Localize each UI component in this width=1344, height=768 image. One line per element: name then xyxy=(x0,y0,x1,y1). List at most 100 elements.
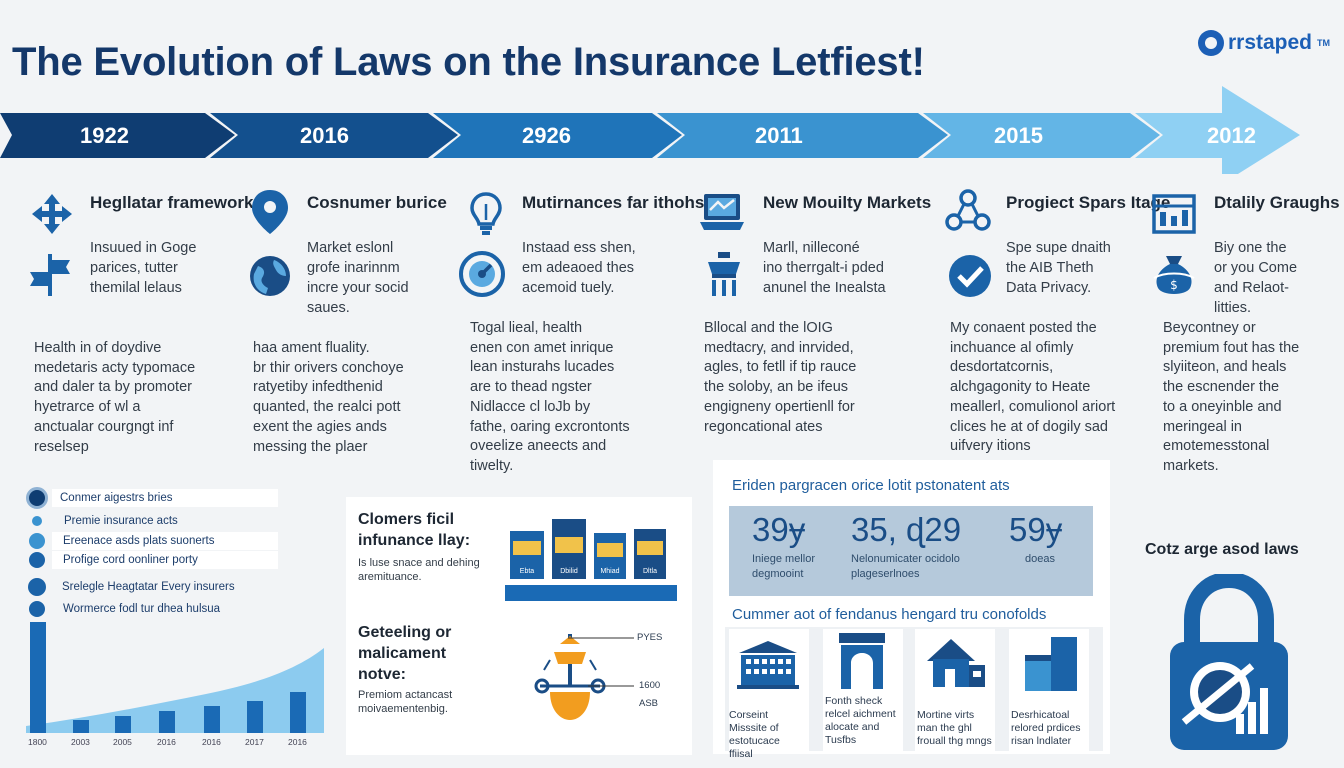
stats-card-3-label: Mortine virts man the ghl frouall thg mn… xyxy=(917,709,992,747)
column-2-text: Market eslonl grofe inarinnm incre your … xyxy=(307,240,409,316)
timeline-year-4: 2011 xyxy=(755,123,803,148)
stat-2-value: 35, ɖ29 xyxy=(851,511,962,548)
legend-item-2[interactable]: Premie insurance acts xyxy=(32,515,178,527)
card-1-art xyxy=(513,541,541,555)
scale-leader-lines xyxy=(568,637,634,687)
bar-x-label-6: 2017 xyxy=(245,737,264,747)
stats-card-3[interactable]: Mortine virts man the ghl frouall thg mn… xyxy=(915,629,995,751)
legend-dot-2 xyxy=(32,516,42,526)
timeline-segment-3 xyxy=(433,113,682,158)
legend-dot-1 xyxy=(26,487,48,509)
bar-5 xyxy=(204,706,220,733)
timeline-year-6: 2012 xyxy=(1207,123,1256,148)
stat-3-value: 59ɏ xyxy=(1009,511,1063,548)
move-arrows-icon xyxy=(32,194,72,234)
insurance-card-4[interactable]: Dltla xyxy=(634,529,666,579)
stats-card-2[interactable]: Fonth sheck relcel aichment alocate and … xyxy=(823,629,903,751)
legend-item-5[interactable]: Srelegle Heagtatar Every insurers xyxy=(28,578,235,596)
house-icon xyxy=(927,639,985,687)
timeline-year-2: 2016 xyxy=(300,123,349,148)
legend-item-6[interactable]: Wormerce fodl tur dhea hulsua xyxy=(29,601,220,617)
stats-card-4-label: Desrhicatoal relored prdices risan lndla… xyxy=(1011,709,1081,747)
map-pin-icon xyxy=(252,190,288,234)
column-2-paragraph: haa ament fluality. br thir orivers conc… xyxy=(253,340,404,455)
globe-icon xyxy=(250,256,290,296)
card-3-label: Mhiad xyxy=(600,568,620,575)
panel-block-1-text: Is luse snace and dehing aremituance. xyxy=(358,557,480,583)
stats-title: Eriden pargracen orice lotit pstonatent … xyxy=(732,477,1010,494)
legend-label-1: Conmer aigestrs bries xyxy=(60,492,173,504)
panel-block-2-text: Premiom actancast moivaementenbig. xyxy=(358,689,453,715)
stats-card-4[interactable]: Desrhicatoal relored prdices risan lndla… xyxy=(1009,629,1089,751)
padlock-icon xyxy=(1170,574,1288,750)
column-5-paragraph: My conaent posted the inchuance al ofiml… xyxy=(950,320,1116,455)
column-5-heading: Progiect Spars Itage xyxy=(1006,193,1171,212)
bar-chart-x-axis: 1800 2003 2005 2016 2016 2017 2016 xyxy=(26,737,326,751)
brand-name: rrstaped xyxy=(1227,31,1312,54)
bar-1 xyxy=(30,622,46,733)
column-3-text: Instaad ess shen, em adeaoed thes acemoi… xyxy=(522,240,636,296)
timeline-segment-1 xyxy=(0,113,235,158)
column-3-heading: Mutirnances far ithohs xyxy=(522,193,705,212)
column-4-text: Marll, nilleconé ino therrgalt-i pded an… xyxy=(763,240,886,296)
timeline-year-3: 2926 xyxy=(522,123,571,148)
legend-item-3[interactable]: Ereenace asds plats suonerts xyxy=(29,533,215,549)
insurance-card-1[interactable]: Ebta xyxy=(510,531,544,579)
timeline-year-5: 2015 xyxy=(994,123,1043,148)
network-icon xyxy=(945,189,991,231)
bar-chart xyxy=(26,622,326,733)
timeline-segment-5 xyxy=(923,113,1160,158)
svg-text:$: $ xyxy=(1170,278,1178,292)
legend-item-1[interactable]: Conmer aigestrs bries xyxy=(26,487,172,509)
card-4-art xyxy=(637,541,663,555)
stats-card-1-label: Corseint Misssite of estotucace ffiisal xyxy=(729,709,780,760)
timeline-year-1: 1922 xyxy=(80,123,129,148)
panel-block-2-title: Geteeling or malicament notve: xyxy=(358,624,452,683)
bar-3 xyxy=(115,716,131,733)
brand-logo[interactable]: rrstaped TM xyxy=(1197,30,1330,56)
legend-dot-4 xyxy=(29,552,45,568)
bar-x-label-5: 2016 xyxy=(202,737,221,747)
column-3-paragraph: Togal lieal, health enen con amet inriqu… xyxy=(470,320,630,474)
insurance-card-3[interactable]: Mhiad xyxy=(594,533,626,579)
check-circle-icon xyxy=(949,255,991,297)
bar-x-label-3: 2005 xyxy=(113,737,132,747)
card-2-art xyxy=(555,537,583,553)
arch-gate-icon xyxy=(839,633,885,689)
bar-x-label-2: 2003 xyxy=(71,737,90,747)
legend-label-6: Wormerce fodl tur dhea hulsua xyxy=(63,603,221,615)
right-panel-title: Cotz arge asod laws xyxy=(1145,541,1299,558)
column-2-heading: Cosnumer burice xyxy=(307,193,447,212)
stat-2-label: Nelonumicater ocidolo plageserlnoes xyxy=(851,553,960,580)
legend-highlight-1 xyxy=(52,489,278,507)
legend-item-4[interactable]: Profige cord oonliner porty xyxy=(29,552,198,568)
page-title: The Evolution of Laws on the Insurance L… xyxy=(12,40,925,84)
card-2-label: Dbilid xyxy=(560,568,578,575)
bar-7 xyxy=(290,692,306,733)
insurance-card-2[interactable]: Dbilid xyxy=(552,519,586,579)
brand-mark-icon xyxy=(1197,30,1224,56)
stats-subtitle: Cummer aot of fendanus hengard tru conof… xyxy=(732,606,1047,623)
scale-balance-icon xyxy=(534,634,606,720)
library-icon xyxy=(737,641,799,689)
card-1-label: Ebta xyxy=(519,568,535,575)
column-6-text: Biy one the or you Come and Relaot- litt… xyxy=(1214,240,1298,316)
timeline-band xyxy=(0,86,1300,174)
legend-label-2: Premie insurance acts xyxy=(64,515,178,527)
column-1-heading: Hegllatar frameworks xyxy=(90,193,263,212)
stats-card-2-label: Fonth sheck relcel aichment alocate and … xyxy=(825,695,896,746)
money-bag-icon: $ xyxy=(1153,256,1195,294)
column-4-heading: New Mouilty Markets xyxy=(763,193,932,212)
stat-3-label: doeas xyxy=(1025,553,1055,565)
card-3-art xyxy=(597,543,623,557)
legend-dot-5 xyxy=(28,578,46,596)
scale-label-top: PYES xyxy=(637,632,663,643)
timeline-segment-6 xyxy=(1135,86,1300,174)
stats-box xyxy=(729,506,1093,596)
column-6-heading: Dtalily Graughs xyxy=(1214,193,1340,212)
brand-trademark: TM xyxy=(1317,38,1330,48)
bar-x-label-7: 2016 xyxy=(288,737,307,747)
stat-1-value: 39ɏ xyxy=(752,511,806,548)
column-1-text: Insuued in Goge parices, tutter themilal… xyxy=(90,240,197,296)
stats-card-1[interactable]: Corseint Misssite of estotucace ffiisal xyxy=(729,629,809,760)
